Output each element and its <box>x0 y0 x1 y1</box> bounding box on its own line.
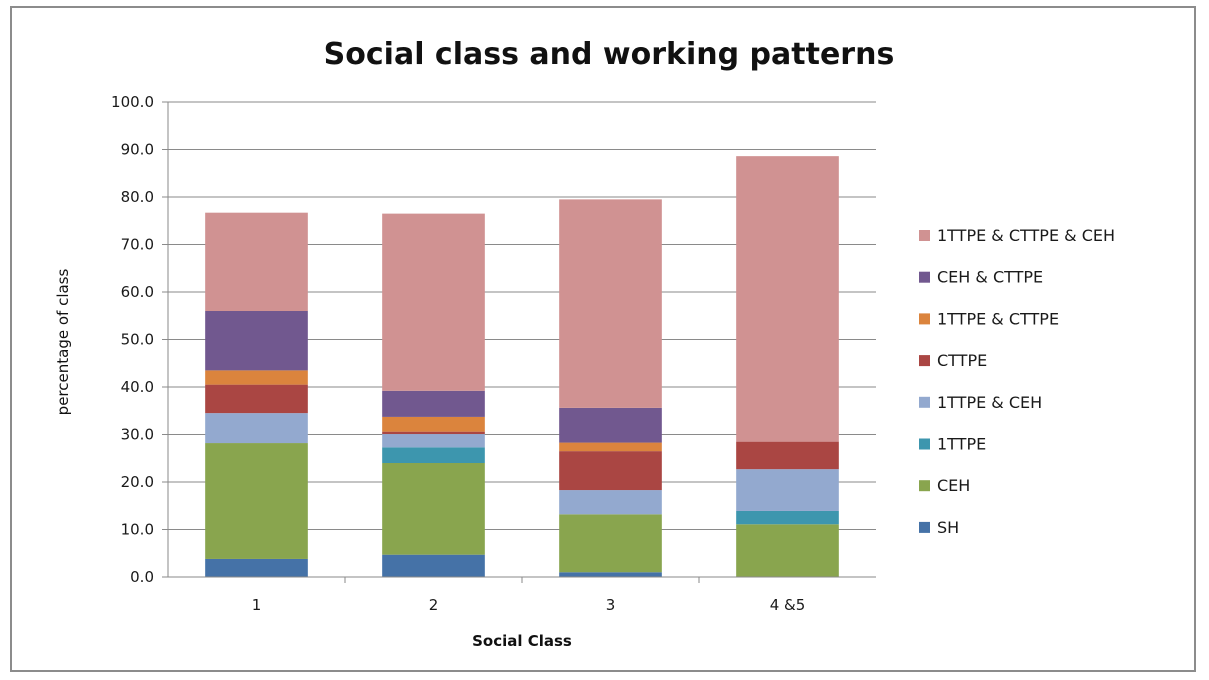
x-tick-label: 2 <box>429 596 439 614</box>
bar-segment <box>559 407 662 443</box>
bar-segment <box>559 451 662 491</box>
bar-segment <box>736 441 839 470</box>
bar-segment <box>205 413 308 444</box>
y-tick-label: 90.0 <box>121 141 154 159</box>
legend-item: CEH <box>919 476 970 495</box>
y-tick-label: 100.0 <box>111 93 154 111</box>
bar-segment <box>382 390 485 417</box>
bars <box>205 156 839 577</box>
legend-label: 1TTPE & CTTPE <box>937 309 1059 328</box>
bar-segment <box>736 524 839 577</box>
legend-label: 1TTPE & CEH <box>937 393 1042 412</box>
legend-swatch <box>919 521 930 533</box>
legend-swatch <box>919 396 930 408</box>
legend-item: 1TTPE & CTTPE <box>919 309 1059 328</box>
y-tick-label: 50.0 <box>121 331 154 349</box>
bar-segment <box>205 370 308 385</box>
legend-label: 1TTPE <box>937 435 986 454</box>
bar-segment <box>559 199 662 408</box>
x-tick-label: 1 <box>252 596 262 614</box>
bar-segment <box>559 572 662 577</box>
bar-segment <box>205 443 308 559</box>
bar-segment <box>205 384 308 414</box>
bar-segment <box>382 213 485 391</box>
legend-swatch <box>919 438 930 450</box>
x-axis-ticks: 1 2 3 4 &5 <box>252 577 806 614</box>
y-tick-label: 60.0 <box>121 283 154 301</box>
bar-segment <box>382 431 485 435</box>
bar-segment <box>205 558 308 577</box>
bar-segment <box>736 510 839 525</box>
bar-segment <box>736 156 839 442</box>
chart-title: Social class and working patterns <box>324 37 895 72</box>
x-tick-label: 3 <box>606 596 616 614</box>
legend-item: CEH & CTTPE <box>919 268 1043 287</box>
bar-segment <box>382 447 485 463</box>
x-axis-title: Social Class <box>472 632 572 650</box>
bar-segment <box>382 554 485 577</box>
bar-segment <box>382 416 485 432</box>
legend-swatch <box>919 313 930 325</box>
legend-item: 1TTPE & CTTPE & CEH <box>919 226 1115 245</box>
legend-swatch <box>919 355 930 367</box>
bar-segment <box>205 311 308 371</box>
y-tick-label: 80.0 <box>121 188 154 206</box>
bar-segment <box>559 514 662 573</box>
y-tick-label: 30.0 <box>121 426 154 444</box>
legend-swatch <box>919 480 930 492</box>
legend-swatch <box>919 271 930 283</box>
y-tick-label: 10.0 <box>121 521 154 539</box>
legend-label: 1TTPE & CTTPE & CEH <box>937 226 1115 245</box>
legend-item: SH <box>919 518 959 537</box>
y-axis-ticks: 0.0 10.0 20.0 30.0 40.0 50.0 60.0 70.0 80.0 90.0 1… <box>111 93 169 586</box>
bar-segment <box>382 463 485 555</box>
x-tick-label: 4 &5 <box>770 596 806 614</box>
legend-label: CTTPE <box>937 351 987 370</box>
legend-label: CEH & CTTPE <box>937 268 1043 287</box>
bar-segment <box>382 434 485 448</box>
y-tick-label: 0.0 <box>130 568 154 586</box>
y-tick-label: 40.0 <box>121 378 154 396</box>
y-tick-label: 20.0 <box>121 473 154 491</box>
y-axis-title: percentage of class <box>54 269 72 416</box>
legend-label: SH <box>937 518 959 537</box>
legend-item: 1TTPE <box>919 435 986 454</box>
bar-segment <box>205 212 308 311</box>
bar-segment <box>736 469 839 511</box>
legend-label: CEH <box>937 476 970 495</box>
legend-swatch <box>919 230 930 241</box>
legend-item: 1TTPE & CEH <box>919 393 1042 412</box>
y-tick-label: 70.0 <box>121 236 154 254</box>
bar-segment <box>559 442 662 452</box>
bar-segment <box>559 490 662 515</box>
legend-item: CTTPE <box>919 351 987 370</box>
legend: 1TTPE & CTTPE & CEH CEH & CTTPE 1TTPE & CT… <box>919 226 1115 537</box>
